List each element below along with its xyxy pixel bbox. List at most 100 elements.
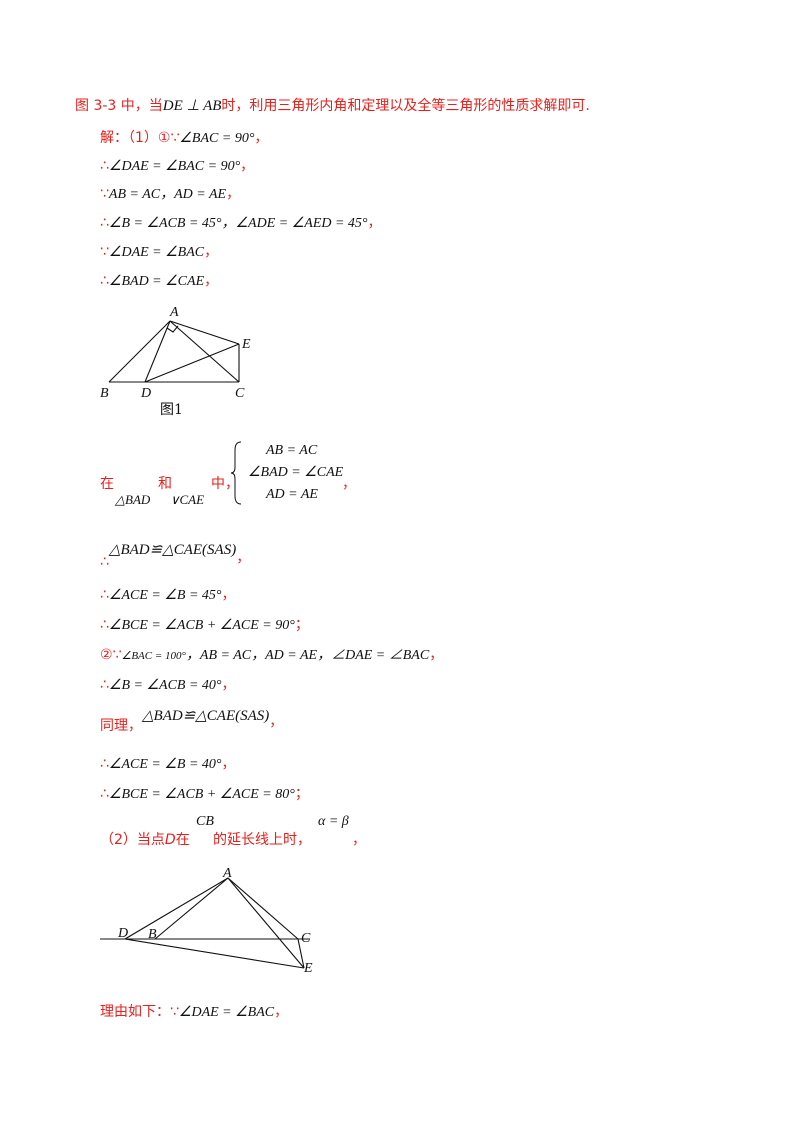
reason-label: 理由如下：∵ bbox=[100, 1004, 179, 1020]
left-brace bbox=[230, 440, 244, 506]
segment-CE bbox=[297, 938, 305, 969]
label-D: D bbox=[140, 386, 151, 401]
result-line-1: ∴△BAD≌△CAE(SAS)， bbox=[100, 540, 250, 572]
math-expr: ∠B = ∠ACB = 45°，∠ADE = ∠AED = 45° bbox=[108, 216, 368, 231]
punct: ， bbox=[274, 1004, 289, 1020]
math-expr: ∠BAD = ∠CAE bbox=[108, 274, 205, 289]
result-line-6: 同理，△BAD≌△CAE(SAS)， bbox=[100, 706, 283, 738]
segment-AC bbox=[227, 877, 299, 940]
part-2-line: （2）当点D在 bbox=[100, 830, 190, 850]
segment-AB bbox=[108, 320, 171, 383]
math-expr: ∠ACE = ∠B = 45° bbox=[108, 588, 222, 603]
punct: ， bbox=[269, 714, 284, 730]
math-expr: △BAD≌△CAE(SAS) bbox=[108, 542, 237, 558]
punct: ， bbox=[236, 550, 251, 566]
math-expr: ∠BCE = ∠ACB + ∠ACE = 80° bbox=[108, 787, 295, 802]
result-line-4: ②∵∠BAC = 100°，AB = AC，AD = AE，∠DAE = ∠BA… bbox=[100, 645, 443, 666]
math-expr: AB = AC，AD = AE bbox=[108, 187, 227, 202]
punct: ， bbox=[429, 647, 444, 663]
similarly-label: 同理， bbox=[100, 718, 142, 734]
condition-3: AD = AE bbox=[266, 487, 318, 502]
result-line-3: ∴∠BCE = ∠ACB + ∠ACE = 90°； bbox=[100, 615, 309, 636]
text-zai: 在 bbox=[100, 476, 114, 492]
therefore-symbol: ∴ bbox=[100, 587, 109, 603]
punct: ， bbox=[221, 756, 236, 772]
segment-AC bbox=[169, 320, 240, 383]
punct: ， bbox=[240, 158, 255, 174]
because-symbol: ∵ bbox=[100, 186, 109, 202]
result-line-2: ∴∠ACE = ∠B = 45°， bbox=[100, 585, 236, 606]
therefore-symbol: ∴ bbox=[100, 677, 109, 693]
intro-math: DE ⊥ AB bbox=[162, 98, 222, 114]
text-zhong: 中， bbox=[211, 476, 239, 492]
math-expr: ∠DAE = ∠BAC bbox=[178, 1005, 275, 1020]
triangle-CAE: ∨CAE bbox=[170, 492, 205, 507]
punct: ， bbox=[221, 677, 236, 693]
segment-AD bbox=[124, 877, 229, 940]
segment-AD bbox=[144, 320, 171, 383]
solution-line-6: ∴∠BAD = ∠CAE， bbox=[100, 271, 218, 292]
therefore-symbol: ∴ bbox=[100, 554, 109, 570]
math-expr-small: ∠BAC = 100° bbox=[121, 650, 186, 662]
part-2-suffix: 的延长线上时， bbox=[213, 832, 311, 848]
punct: ， bbox=[367, 215, 382, 231]
label-E: E bbox=[241, 337, 251, 352]
punct: ， bbox=[204, 273, 219, 289]
punct: ； bbox=[294, 617, 309, 633]
solution-line-1: 解：（1）①∵∠BAC = 90°， bbox=[100, 128, 268, 149]
reason-line: 理由如下：∵∠DAE = ∠BAC， bbox=[100, 1002, 288, 1023]
figure-1: A E B D C 图1 bbox=[100, 305, 251, 418]
segment-DE bbox=[144, 343, 240, 383]
alpha-equals-beta: α = β bbox=[318, 814, 349, 829]
solution-line-5: ∵∠DAE = ∠BAC， bbox=[100, 242, 218, 263]
label-B: B bbox=[148, 927, 157, 942]
punct: ， bbox=[221, 587, 236, 603]
segment-AE bbox=[169, 320, 240, 345]
result-line-7: ∴∠ACE = ∠B = 40°， bbox=[100, 754, 236, 775]
result-line-5: ∴∠B = ∠ACB = 40°， bbox=[100, 675, 236, 696]
punct: ， bbox=[352, 832, 366, 848]
intro-suffix: 时，利用三角形内角和定理以及全等三角形的性质求解即可. bbox=[221, 98, 590, 114]
solution-line-3: ∵AB = AC，AD = AE， bbox=[100, 184, 240, 205]
math-expr: ∠DAE = ∠BAC bbox=[108, 245, 205, 260]
label-C: C bbox=[301, 931, 311, 946]
label-E: E bbox=[303, 961, 313, 976]
solution-line-2: ∴∠DAE = ∠BAC = 90°， bbox=[100, 156, 254, 177]
text-zai: 在 bbox=[175, 832, 190, 848]
therefore-symbol: ∴ bbox=[100, 215, 109, 231]
right-angle-mark bbox=[166, 325, 179, 333]
label-A: A bbox=[169, 305, 179, 320]
punct: ； bbox=[294, 786, 309, 802]
text-he: 和 bbox=[158, 476, 172, 492]
math-expr: ∠BCE = ∠ACB + ∠ACE = 90° bbox=[108, 618, 295, 633]
solution-label: 解：（1）①∵ bbox=[100, 130, 180, 146]
math-expr: △BAD≌△CAE(SAS) bbox=[142, 708, 270, 724]
part-2-prefix: （2）当点 bbox=[100, 832, 165, 848]
triangle-BAD: △BAD bbox=[115, 492, 151, 507]
therefore-symbol: ∴ bbox=[100, 786, 109, 802]
case-2-label: ②∵ bbox=[100, 647, 122, 663]
segment-DE bbox=[124, 938, 305, 969]
figure-2: A D B C E bbox=[100, 866, 313, 976]
label-A: A bbox=[222, 866, 232, 881]
math-expr: ∠B = ∠ACB = 40° bbox=[108, 678, 222, 693]
figure-1-caption: 图1 bbox=[160, 402, 183, 418]
label-D: D bbox=[117, 926, 128, 941]
punct: ， bbox=[204, 244, 219, 260]
because-symbol: ∵ bbox=[100, 244, 109, 260]
condition-2: ∠BAD = ∠CAE bbox=[248, 465, 344, 480]
intro-prefix: 图 3-3 中，当 bbox=[75, 98, 163, 114]
punct: ， bbox=[342, 476, 356, 492]
math-expr: ∠BAC = 90° bbox=[179, 131, 255, 146]
therefore-symbol: ∴ bbox=[100, 158, 109, 174]
therefore-symbol: ∴ bbox=[100, 273, 109, 289]
punct: ， bbox=[226, 186, 241, 202]
solution-line-4: ∴∠B = ∠ACB = 45°，∠ADE = ∠AED = 45°， bbox=[100, 213, 382, 234]
math-expr: ∠ACE = ∠B = 40° bbox=[108, 757, 222, 772]
condition-1: AB = AC bbox=[266, 443, 318, 458]
therefore-symbol: ∴ bbox=[100, 756, 109, 772]
punct: ， bbox=[254, 130, 269, 146]
segment-AB bbox=[154, 877, 229, 940]
result-line-8: ∴∠BCE = ∠ACB + ∠ACE = 80°； bbox=[100, 784, 309, 805]
segment-CB: CB bbox=[196, 814, 214, 829]
